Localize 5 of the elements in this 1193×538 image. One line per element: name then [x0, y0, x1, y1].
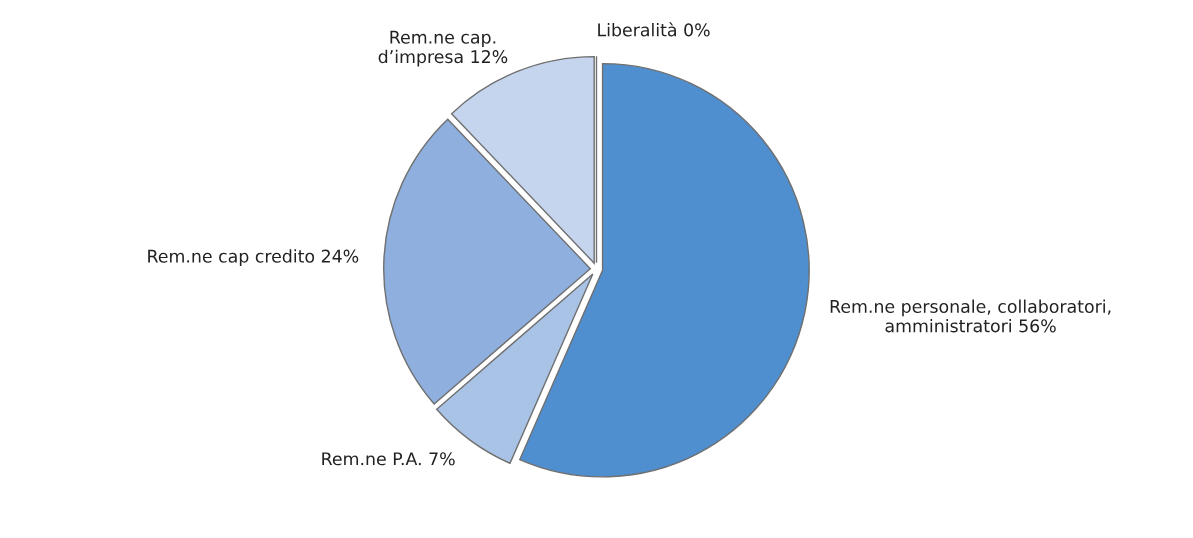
slice-label: Rem.ne personale, collaboratori, amministratori 56%	[830, 299, 1111, 333]
slice-label: Rem.ne cap credito 24%	[148, 249, 359, 267]
slice-label: Rem.ne cap. d’impresa 12%	[378, 30, 508, 67]
category-label: Liberalità 0%	[598, 22, 710, 37]
slice-label: Rem.ne P.A. 7%	[322, 452, 455, 466]
